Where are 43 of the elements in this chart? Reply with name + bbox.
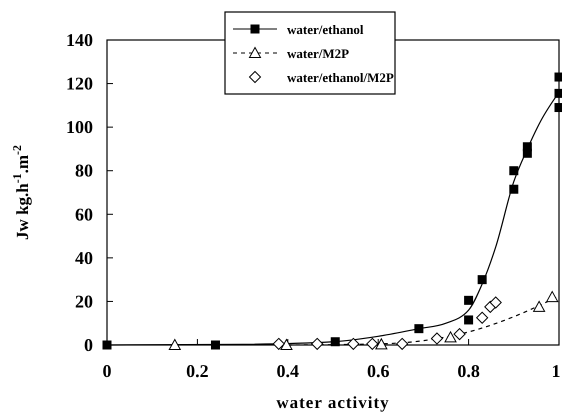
point: [375, 338, 388, 350]
point: [509, 184, 518, 194]
point: [490, 296, 502, 309]
point: [464, 296, 474, 305]
x-tick-label: 0.8: [457, 361, 480, 381]
point: [464, 315, 474, 324]
x-tick-label: 0.6: [366, 361, 390, 381]
point: [102, 340, 112, 350]
y-tick-label: 120: [66, 74, 93, 94]
y-tick-label: 100: [66, 117, 93, 138]
point: [311, 338, 324, 350]
y-tick-label: 60: [75, 204, 93, 224]
y-tick-label: 80: [75, 160, 93, 181]
point: [546, 291, 558, 302]
y-tick-label: 140: [66, 30, 93, 50]
y-tick-label: 40: [75, 248, 93, 268]
point: [414, 324, 424, 334]
x-tick-label: 1: [552, 361, 560, 381]
point: [533, 300, 546, 312]
point: [330, 337, 340, 346]
legend-label: water/ethanol/M2P: [287, 70, 394, 85]
x-axis-title: water activity: [276, 393, 390, 412]
legend-label: water/ethanol: [287, 22, 364, 37]
point: [454, 328, 466, 340]
point: [280, 339, 292, 350]
x-tick-label: 0.4: [276, 361, 300, 381]
point: [272, 338, 285, 350]
legend-label: water/M2P: [287, 46, 350, 61]
y-tick-label: 20: [75, 291, 93, 312]
y-tick-label: 0: [84, 335, 93, 355]
point: [509, 166, 518, 176]
point: [347, 338, 360, 350]
x-tick-label: 0.2: [186, 361, 209, 381]
point: [444, 331, 457, 342]
point: [430, 332, 443, 344]
point: [366, 338, 378, 350]
point: [522, 142, 532, 152]
point: [478, 275, 487, 284]
point: [396, 338, 408, 350]
point: [210, 340, 220, 350]
point: [476, 312, 488, 324]
x-tick-label: 0: [102, 361, 112, 381]
point: [168, 339, 181, 350]
